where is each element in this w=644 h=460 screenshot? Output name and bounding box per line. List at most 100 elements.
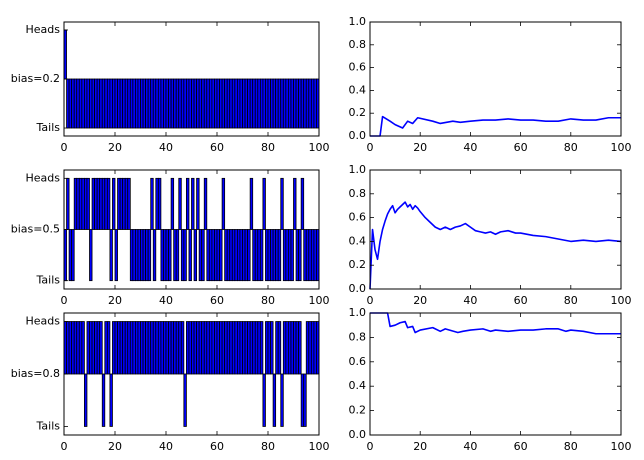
x-tick-label: 60 (210, 440, 224, 453)
y-tick-label: Tails (36, 121, 61, 134)
outcome-bar (109, 373, 113, 427)
y-tick-label: 0.6 (349, 61, 367, 74)
x-tick-label: 40 (159, 294, 173, 307)
x-tick-label: 20 (108, 141, 122, 154)
x-tick-label: 40 (159, 440, 173, 453)
outcome-bar (168, 229, 172, 282)
y-tick-label: 1.0 (349, 15, 367, 28)
y-tick-label: Heads (26, 315, 61, 328)
y-tick-label: 0.8 (349, 187, 367, 200)
outcome-bar (203, 177, 208, 230)
outcome-bar (221, 177, 226, 230)
outcome-bar (272, 373, 277, 427)
panel-4 (369, 169, 622, 290)
y-tick-label: 0.8 (349, 38, 367, 51)
outcome-bar (290, 229, 294, 282)
x-tick-label: 0 (367, 440, 374, 453)
y-tick-label: bias=0.5 (11, 223, 60, 236)
outcome-bar (99, 321, 103, 375)
y-tick-label: 0.2 (349, 404, 367, 417)
y-tick-label: 1.0 (349, 306, 367, 319)
outcome-bar (262, 373, 266, 427)
outcome-bar (183, 229, 187, 282)
y-tick-label: 1.0 (349, 163, 367, 176)
outcome-bar (101, 373, 106, 427)
outcome-bar (84, 373, 88, 427)
outcome-bar (112, 177, 116, 230)
outcome-bar (106, 177, 111, 230)
x-tick-label: 0 (61, 141, 68, 154)
x-tick-label: 80 (261, 440, 275, 453)
outcome-bar (193, 229, 198, 282)
outcome-bar (89, 229, 93, 282)
outcome-bar (249, 177, 254, 230)
outcome-bar (201, 229, 205, 282)
y-tick-label: 0.0 (349, 428, 367, 441)
x-tick-label: 40 (159, 141, 173, 154)
x-tick-label: 0 (61, 440, 68, 453)
x-tick-label: 60 (514, 294, 528, 307)
axes-frame (369, 21, 622, 137)
y-tick-label: 0.4 (349, 234, 367, 247)
x-tick-label: 0 (367, 294, 374, 307)
y-tick-label: bias=0.2 (11, 72, 60, 85)
y-tick-label: Heads (26, 23, 61, 36)
x-tick-label: 60 (210, 141, 224, 154)
x-tick-label: 80 (261, 294, 275, 307)
y-tick-label: 0.0 (349, 129, 367, 142)
outcome-bar (262, 177, 266, 230)
outcome-bar (298, 229, 302, 282)
y-tick-label: 0.4 (349, 83, 367, 96)
y-tick-label: 0.0 (349, 282, 367, 295)
running-mean-line (369, 201, 622, 290)
outcome-bar (300, 177, 305, 230)
x-tick-label: 80 (564, 440, 578, 453)
outcome-bar (191, 177, 195, 230)
x-tick-label: 20 (413, 294, 427, 307)
outcome-bar (293, 177, 297, 230)
x-tick-label: 80 (564, 294, 578, 307)
outcome-bar (157, 177, 162, 230)
outcome-bar (277, 321, 282, 375)
outcome-bar (259, 321, 264, 375)
x-tick-label: 20 (108, 440, 122, 453)
x-tick-label: 100 (611, 440, 632, 453)
running-mean-line (370, 312, 621, 335)
y-tick-label: Tails (36, 274, 61, 287)
outcome-bar (66, 177, 70, 230)
panel-6 (369, 312, 622, 436)
y-tick-label: bias=0.8 (11, 367, 60, 380)
y-tick-label: 0.2 (349, 258, 367, 271)
outcome-bar (71, 229, 75, 282)
axes-frame (63, 312, 320, 436)
outcome-bar (280, 177, 284, 230)
x-tick-label: 60 (210, 294, 224, 307)
outcome-bar (277, 229, 282, 282)
y-tick-label: 0.4 (349, 379, 367, 392)
y-tick-label: Tails (36, 419, 61, 432)
x-tick-label: 40 (463, 440, 477, 453)
outcome-bar (180, 321, 185, 375)
x-tick-label: 20 (108, 294, 122, 307)
outcome-bar (86, 177, 90, 230)
x-tick-label: 20 (413, 141, 427, 154)
outcome-bar (188, 229, 192, 282)
outcome-bar (219, 229, 223, 282)
outcome-bar (303, 373, 307, 427)
outcome-bar (196, 177, 200, 230)
running-mean-line (370, 115, 621, 137)
y-tick-label: Heads (26, 171, 61, 184)
outcome-bar (270, 321, 274, 375)
x-tick-label: 100 (611, 294, 632, 307)
outcome-bar (106, 321, 111, 375)
x-tick-label: 100 (309, 294, 330, 307)
x-tick-label: 60 (514, 440, 528, 453)
outcome-bar (152, 229, 157, 282)
outcome-bar (170, 177, 175, 230)
x-tick-label: 100 (309, 141, 330, 154)
y-tick-label: 0.6 (349, 355, 367, 368)
x-tick-label: 0 (61, 294, 68, 307)
axes-frame (63, 169, 320, 290)
y-tick-label: 0.2 (349, 106, 367, 119)
x-tick-label: 60 (514, 141, 528, 154)
